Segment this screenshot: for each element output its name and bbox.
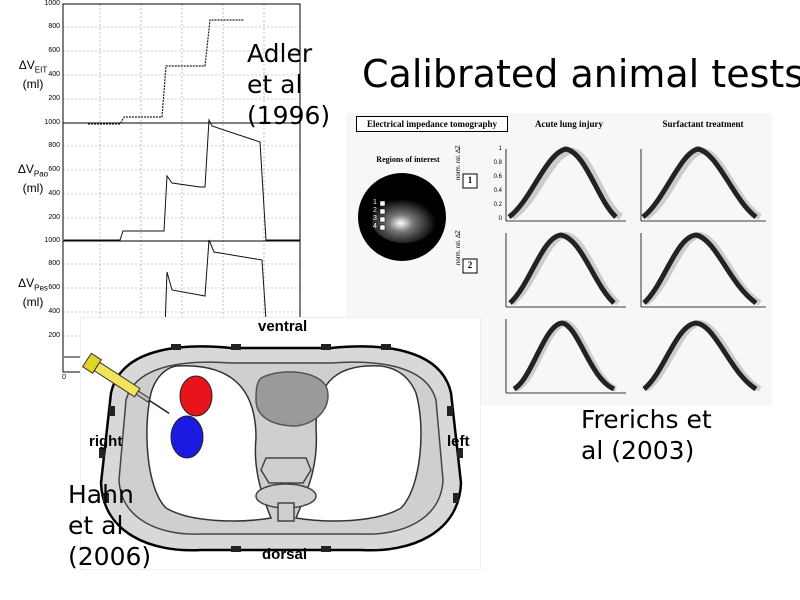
ylabel-sub: EIT	[34, 65, 48, 75]
frerichs-ytick: 1	[498, 146, 502, 152]
ylabel-prefix: ΔV	[18, 276, 35, 290]
tick-label: 200	[48, 332, 60, 339]
adler-ylabel-eit: ΔVEIT (ml)	[6, 58, 60, 91]
citation-line: (2006)	[68, 542, 152, 571]
syringe-icon	[81, 352, 170, 414]
heart	[255, 371, 329, 427]
blue-balloon	[170, 415, 204, 459]
red-balloon	[179, 375, 213, 417]
tick-label: 600	[48, 47, 60, 54]
col-header-surfactant: Surfactant treatment	[662, 119, 744, 129]
citation-line: et al	[68, 511, 124, 540]
roi-number: 2	[373, 207, 377, 214]
tick-label: 400	[48, 71, 60, 78]
tick-label: 200	[48, 95, 60, 102]
adler-eit-trace	[88, 19, 244, 125]
label-left: left	[447, 433, 470, 450]
frerichs-ytick: 0.8	[493, 160, 502, 166]
adler-pao-trace	[64, 118, 300, 241]
ylabel-unit: (ml)	[22, 295, 44, 310]
hahn-citation: Hahn et al (2006)	[68, 479, 151, 572]
citation-line: al (2003)	[581, 436, 695, 465]
adler-grid	[63, 4, 300, 372]
citation-line: et al	[247, 70, 303, 99]
tick-label: 600	[48, 166, 60, 173]
adler-citation: Adler et al (1996)	[247, 38, 330, 131]
label-right: right	[89, 433, 123, 450]
col-header-acute: Acute lung injury	[534, 119, 603, 129]
roi-number: 4	[373, 223, 377, 230]
row-label: 1	[467, 175, 473, 185]
ylabel-sub: Pao	[33, 169, 49, 179]
citation-line: Adler	[247, 39, 313, 68]
citation-line: Frerichs et	[581, 405, 712, 434]
label-dorsal: dorsal	[262, 546, 308, 563]
adler-ylabel-pao: ΔVPao (ml)	[6, 162, 60, 195]
tick-label: 1000	[44, 119, 60, 126]
plot-panels	[505, 149, 766, 394]
spine	[255, 457, 317, 522]
adler-pes-trace	[64, 239, 271, 358]
tick-label: 1000	[44, 237, 60, 244]
row-label-boxes	[462, 173, 478, 274]
tick-label: 1000	[44, 0, 60, 7]
roi-number: 1	[373, 199, 377, 206]
tick-label: 800	[48, 142, 60, 149]
label-ventral: ventral	[258, 318, 308, 335]
citation-line: Hahn	[68, 480, 134, 509]
eit-header-box: Electrical impedance tomography	[356, 116, 508, 132]
citation-line: (1996)	[247, 101, 331, 130]
roi-number: 3	[373, 215, 377, 222]
roi-markers	[379, 200, 386, 231]
frerichs-ylabel: norm. rel. ΔZ	[456, 230, 462, 265]
frerichs-plots	[358, 146, 766, 394]
tick-label: 400	[48, 190, 60, 197]
row-label: 2	[467, 260, 473, 270]
frerichs-ytick: 0.2	[493, 202, 502, 208]
ylabel-unit: (ml)	[22, 181, 44, 196]
ylabel-prefix: ΔV	[18, 58, 35, 72]
right-lung	[146, 365, 273, 522]
axis-origin-label: 0	[62, 374, 66, 381]
page-title: Calibrated animal tests	[362, 52, 800, 96]
roi-label: Regions of interest	[376, 155, 440, 164]
tick-label: 800	[48, 260, 60, 267]
tick-label: 600	[48, 284, 60, 291]
frerichs-ytick: 0.6	[493, 174, 502, 180]
thorax-diagram	[81, 344, 463, 552]
curve-bands	[507, 146, 763, 392]
frerichs-ytick: 0	[498, 216, 502, 222]
frerichs-citation: Frerichs et al (2003)	[581, 404, 712, 466]
electrodes	[99, 344, 463, 552]
eit-image-hotspot	[372, 199, 436, 243]
tick-label: 200	[48, 214, 60, 221]
frerichs-ytick: 0.4	[493, 188, 502, 194]
ylabel-prefix: ΔV	[17, 162, 34, 176]
ylabel-unit: (ml)	[22, 77, 44, 92]
tick-label: 800	[48, 23, 60, 30]
adler-ylabel-pes: ΔVPes (ml)	[6, 276, 60, 309]
tick-label: 400	[48, 308, 60, 315]
ylabel-sub: Pes	[34, 283, 48, 293]
frerichs-ylabel: norm. rel. ΔZ	[456, 145, 462, 180]
